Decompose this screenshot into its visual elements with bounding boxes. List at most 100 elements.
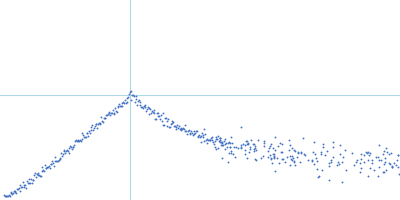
- Point: [164, 119, 170, 122]
- Point: [371, 168, 377, 171]
- Point: [233, 145, 239, 148]
- Point: [78, 137, 85, 140]
- Point: [48, 162, 54, 166]
- Point: [244, 140, 251, 143]
- Point: [225, 141, 231, 144]
- Point: [224, 145, 230, 148]
- Point: [16, 187, 22, 190]
- Point: [153, 117, 159, 120]
- Point: [79, 131, 86, 134]
- Point: [95, 122, 101, 125]
- Point: [152, 118, 158, 121]
- Point: [166, 125, 172, 128]
- Point: [186, 128, 192, 131]
- Point: [336, 153, 343, 156]
- Point: [129, 93, 136, 97]
- Point: [395, 153, 400, 157]
- Point: [334, 163, 340, 167]
- Point: [47, 162, 54, 165]
- Point: [297, 160, 303, 164]
- Point: [88, 126, 94, 129]
- Point: [69, 147, 75, 150]
- Point: [119, 102, 126, 105]
- Point: [109, 111, 115, 115]
- Point: [143, 109, 149, 112]
- Point: [271, 156, 278, 159]
- Point: [286, 148, 292, 151]
- Point: [335, 160, 342, 163]
- Point: [64, 148, 70, 151]
- Point: [289, 147, 295, 150]
- Point: [23, 186, 29, 189]
- Point: [42, 166, 49, 170]
- Point: [122, 101, 129, 104]
- Point: [197, 135, 203, 138]
- Point: [314, 159, 320, 162]
- Point: [242, 149, 248, 152]
- Point: [137, 101, 144, 104]
- Point: [208, 137, 214, 140]
- Point: [381, 170, 388, 173]
- Point: [201, 127, 208, 130]
- Point: [389, 166, 395, 169]
- Point: [265, 155, 272, 159]
- Point: [163, 116, 169, 120]
- Point: [81, 136, 87, 139]
- Point: [98, 116, 104, 119]
- Point: [353, 160, 359, 163]
- Point: [38, 169, 45, 173]
- Point: [200, 133, 206, 137]
- Point: [100, 120, 106, 123]
- Point: [144, 107, 150, 111]
- Point: [242, 140, 249, 143]
- Point: [60, 153, 66, 156]
- Point: [142, 103, 148, 107]
- Point: [180, 126, 186, 129]
- Point: [310, 150, 316, 153]
- Point: [270, 154, 277, 157]
- Point: [312, 152, 318, 155]
- Point: [292, 149, 298, 152]
- Point: [198, 131, 205, 134]
- Point: [198, 141, 204, 144]
- Point: [191, 132, 198, 135]
- Point: [351, 164, 358, 167]
- Point: [154, 115, 161, 118]
- Point: [261, 139, 268, 143]
- Point: [114, 110, 120, 114]
- Point: [218, 142, 225, 145]
- Point: [86, 129, 92, 133]
- Point: [19, 185, 25, 189]
- Point: [218, 143, 224, 146]
- Point: [308, 159, 315, 162]
- Point: [219, 156, 225, 159]
- Point: [56, 156, 63, 159]
- Point: [205, 138, 212, 141]
- Point: [77, 138, 83, 142]
- Point: [3, 194, 10, 198]
- Point: [168, 123, 174, 126]
- Point: [268, 157, 274, 160]
- Point: [28, 177, 34, 180]
- Point: [226, 140, 232, 143]
- Point: [302, 153, 308, 156]
- Point: [118, 104, 125, 107]
- Point: [161, 124, 167, 127]
- Point: [339, 180, 346, 183]
- Point: [189, 132, 195, 135]
- Point: [222, 142, 228, 145]
- Point: [287, 154, 293, 157]
- Point: [380, 170, 386, 173]
- Point: [294, 155, 300, 158]
- Point: [172, 124, 178, 127]
- Point: [238, 144, 244, 147]
- Point: [389, 164, 395, 167]
- Point: [93, 123, 100, 126]
- Point: [337, 143, 343, 146]
- Point: [286, 138, 292, 142]
- Point: [271, 156, 278, 159]
- Point: [70, 145, 76, 148]
- Point: [162, 117, 168, 120]
- Point: [128, 99, 135, 102]
- Point: [395, 153, 400, 156]
